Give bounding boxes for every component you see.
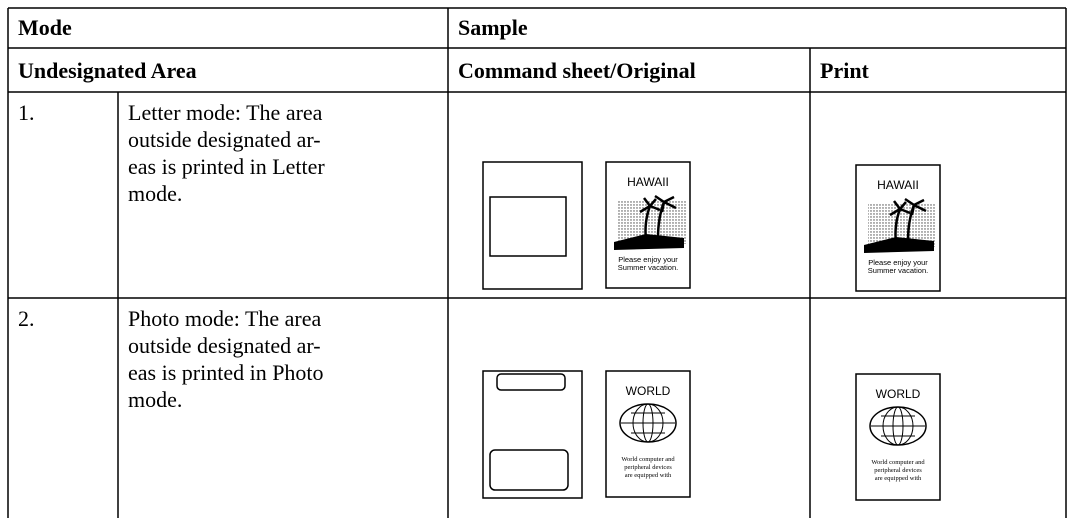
designated-area: [489, 449, 569, 491]
command-sheet: [482, 161, 583, 290]
table-rules: [7, 7, 1067, 518]
designated-area: [496, 373, 566, 391]
row-description: eas is printed in Letter: [128, 154, 325, 179]
sample-title: HAWAII: [877, 178, 919, 192]
row-description: outside designated ar-: [128, 333, 321, 358]
sample-caption: Summer vacation.: [618, 263, 678, 272]
designated-area: [489, 196, 567, 257]
sample-caption: peripheral devices: [624, 464, 672, 471]
palm-leaves: [639, 194, 677, 214]
ground: [864, 237, 934, 253]
sample-caption: are equipped with: [625, 472, 672, 479]
subheader-original: Command sheet/Original: [458, 58, 696, 83]
sample-caption: Summer vacation.: [868, 266, 928, 275]
row-description: mode.: [128, 181, 182, 206]
header-mode: Mode: [18, 15, 72, 40]
row-description: eas is printed in Photo: [128, 360, 324, 385]
row-description: Photo mode: The area: [128, 306, 321, 331]
sample-caption: Please enjoy your: [618, 255, 678, 264]
ground: [614, 234, 684, 250]
sample-title: WORLD: [876, 387, 921, 401]
sample-title: WORLD: [626, 384, 671, 398]
sample-caption: are equipped with: [875, 475, 922, 482]
subheader-print: Print: [820, 58, 870, 83]
header-sample: Sample: [458, 15, 528, 40]
sample-caption: Please enjoy your: [868, 258, 928, 267]
sample-title: HAWAII: [627, 175, 669, 189]
subheader-area: Undesignated Area: [18, 58, 197, 83]
palm-leaves: [889, 197, 927, 217]
sample-caption: peripheral devices: [874, 467, 922, 474]
row-number: 1.: [18, 100, 35, 125]
row-description: mode.: [128, 387, 182, 412]
command-sheet: [482, 370, 583, 499]
row-description: outside designated ar-: [128, 127, 321, 152]
row-number: 2.: [18, 306, 35, 331]
sample-caption: World computer and: [621, 456, 675, 463]
sample-caption: World computer and: [871, 459, 925, 466]
row-description: Letter mode: The area: [128, 100, 323, 125]
